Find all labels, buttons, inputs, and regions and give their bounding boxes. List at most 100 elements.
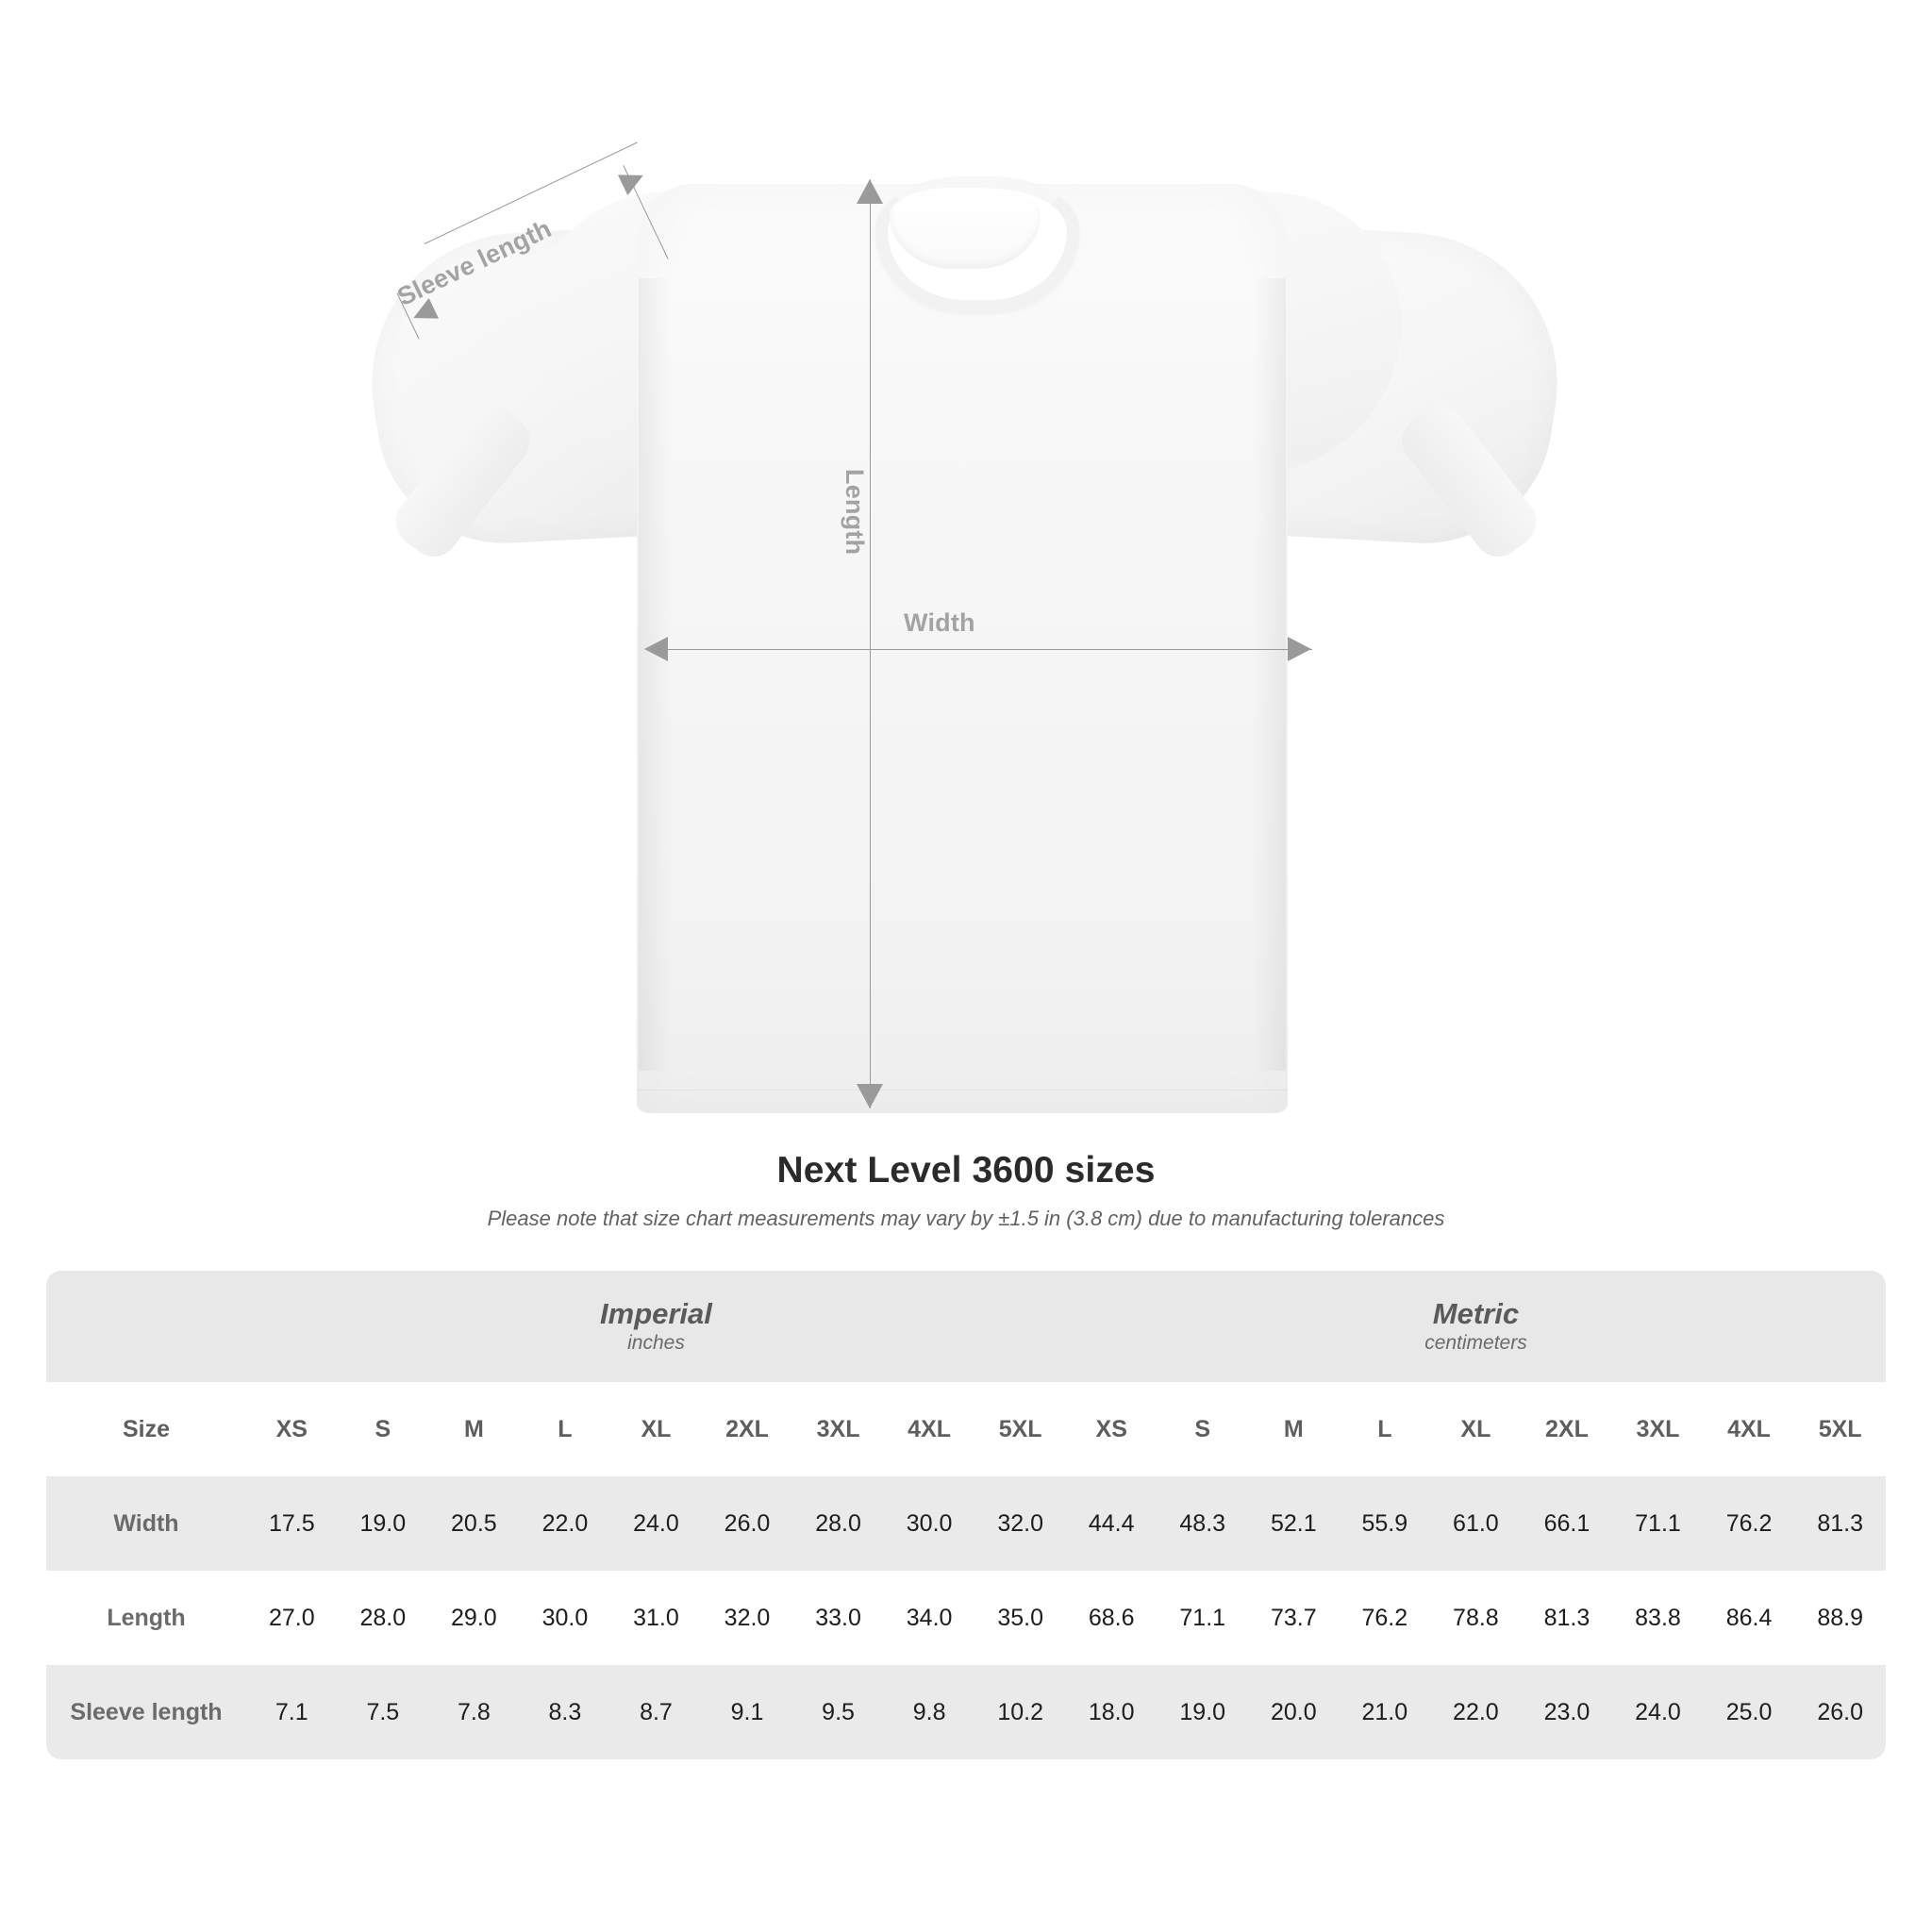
unit-group-imperial-subtitle: inches xyxy=(627,1332,685,1355)
size-header-metric-4xl: 4XL xyxy=(1703,1382,1795,1476)
cell-length-imperial-m: 29.0 xyxy=(428,1571,520,1665)
cell-width-imperial-2xl: 26.0 xyxy=(701,1476,793,1571)
length-annotation-label: Length xyxy=(841,469,869,556)
cell-sleeve-metric-5xl: 26.0 xyxy=(1794,1665,1886,1759)
cell-width-imperial-5xl: 32.0 xyxy=(974,1476,1066,1571)
table-row: Sleeve length 7.1 7.5 7.8 8.3 8.7 9.1 9.… xyxy=(46,1665,1886,1759)
body-shadow-right xyxy=(1254,278,1286,1071)
unit-group-imperial-title: Imperial xyxy=(600,1296,712,1330)
size-chart-table: Imperial inches Metric centimeters Size … xyxy=(46,1271,1886,1759)
cell-sleeve-imperial-5xl: 10.2 xyxy=(974,1665,1066,1759)
cell-length-metric-2xl: 81.3 xyxy=(1521,1571,1613,1665)
size-header-imperial-xl: XL xyxy=(610,1382,702,1476)
size-header-metric-2xl: 2XL xyxy=(1521,1382,1613,1476)
cell-width-imperial-xl: 24.0 xyxy=(610,1476,702,1571)
cell-width-imperial-m: 20.5 xyxy=(428,1476,520,1571)
cell-width-metric-xl: 61.0 xyxy=(1430,1476,1522,1571)
size-chart-thead: Imperial inches Metric centimeters Size … xyxy=(46,1271,1886,1476)
size-header-metric-5xl: 5XL xyxy=(1794,1382,1886,1476)
shirt-body xyxy=(637,184,1288,1113)
cell-length-metric-4xl: 86.4 xyxy=(1703,1571,1795,1665)
table-row: Length 27.0 28.0 29.0 30.0 31.0 32.0 33.… xyxy=(46,1571,1886,1665)
cell-length-imperial-l: 30.0 xyxy=(519,1571,611,1665)
cell-width-metric-5xl: 81.3 xyxy=(1794,1476,1886,1571)
body-shadow-left xyxy=(639,278,671,1071)
unit-group-header-row: Imperial inches Metric centimeters xyxy=(46,1271,1886,1382)
cell-length-metric-xs: 68.6 xyxy=(1065,1571,1158,1665)
cell-length-imperial-xl: 31.0 xyxy=(610,1571,702,1665)
cell-length-imperial-5xl: 35.0 xyxy=(974,1571,1066,1665)
size-chart-tbody: Width 17.5 19.0 20.5 22.0 24.0 26.0 28.0… xyxy=(46,1476,1886,1759)
cell-sleeve-imperial-xs: 7.1 xyxy=(246,1665,338,1759)
tolerance-note: Please note that size chart measurements… xyxy=(487,1207,1445,1230)
cell-sleeve-metric-xl: 22.0 xyxy=(1430,1665,1522,1759)
cell-width-imperial-xs: 17.5 xyxy=(246,1476,338,1571)
cell-length-metric-5xl: 88.9 xyxy=(1794,1571,1886,1665)
cell-length-imperial-s: 28.0 xyxy=(337,1571,429,1665)
cell-sleeve-metric-4xl: 25.0 xyxy=(1703,1665,1795,1759)
cell-width-metric-m: 52.1 xyxy=(1248,1476,1340,1571)
cell-length-imperial-2xl: 32.0 xyxy=(701,1571,793,1665)
cell-sleeve-metric-m: 20.0 xyxy=(1248,1665,1340,1759)
table-row: Width 17.5 19.0 20.5 22.0 24.0 26.0 28.0… xyxy=(46,1476,1886,1571)
length-arrow-line xyxy=(870,179,871,1108)
cell-sleeve-metric-l: 21.0 xyxy=(1339,1665,1431,1759)
size-header-imperial-s: S xyxy=(337,1382,429,1476)
cell-width-metric-4xl: 76.2 xyxy=(1703,1476,1795,1571)
cell-length-imperial-xs: 27.0 xyxy=(246,1571,338,1665)
size-header-imperial-l: L xyxy=(519,1382,611,1476)
cell-sleeve-imperial-3xl: 9.5 xyxy=(792,1665,884,1759)
cell-sleeve-imperial-xl: 8.7 xyxy=(610,1665,702,1759)
width-arrow-head-left-icon xyxy=(644,637,668,661)
unit-group-metric-title: Metric xyxy=(1432,1296,1520,1330)
tshirt-illustration xyxy=(347,165,1582,1118)
size-header-metric-m: M xyxy=(1248,1382,1340,1476)
size-header-row: Size XS S M L XL 2XL 3XL 4XL 5XL XS S M … xyxy=(46,1382,1886,1476)
cell-sleeve-metric-xs: 18.0 xyxy=(1065,1665,1158,1759)
cell-sleeve-imperial-2xl: 9.1 xyxy=(701,1665,793,1759)
cell-width-metric-xs: 44.4 xyxy=(1065,1476,1158,1571)
row-label-sleeve-length: Sleeve length xyxy=(46,1665,246,1759)
cell-length-imperial-4xl: 34.0 xyxy=(883,1571,975,1665)
cell-width-metric-s: 48.3 xyxy=(1157,1476,1249,1571)
size-header-imperial-2xl: 2XL xyxy=(701,1382,793,1476)
tshirt-measurement-diagram: Length Width Sleeve length xyxy=(347,142,1582,1118)
cell-width-imperial-4xl: 30.0 xyxy=(883,1476,975,1571)
size-header-metric-l: L xyxy=(1339,1382,1431,1476)
cell-width-imperial-s: 19.0 xyxy=(337,1476,429,1571)
size-header-imperial-xs: XS xyxy=(246,1382,338,1476)
cell-width-metric-2xl: 66.1 xyxy=(1521,1476,1613,1571)
length-arrow-head-top-icon xyxy=(857,179,883,204)
size-header-metric-s: S xyxy=(1157,1382,1249,1476)
size-header-label: Size xyxy=(46,1382,246,1476)
unit-group-metric: Metric centimeters xyxy=(1065,1271,1886,1382)
cell-sleeve-metric-3xl: 24.0 xyxy=(1612,1665,1704,1759)
row-label-length: Length xyxy=(46,1571,246,1665)
cell-length-imperial-3xl: 33.0 xyxy=(792,1571,884,1665)
cell-sleeve-imperial-m: 7.8 xyxy=(428,1665,520,1759)
size-header-imperial-4xl: 4XL xyxy=(883,1382,975,1476)
size-header-imperial-m: M xyxy=(428,1382,520,1476)
size-header-metric-xs: XS xyxy=(1065,1382,1158,1476)
size-header-metric-xl: XL xyxy=(1430,1382,1522,1476)
cell-length-metric-l: 76.2 xyxy=(1339,1571,1431,1665)
size-chart-table-wrap: Imperial inches Metric centimeters Size … xyxy=(46,1271,1886,1759)
unit-group-imperial: Imperial inches xyxy=(246,1271,1066,1382)
width-arrow-line xyxy=(647,649,1312,650)
cell-length-metric-xl: 78.8 xyxy=(1430,1571,1522,1665)
cell-length-metric-s: 71.1 xyxy=(1157,1571,1249,1665)
cell-sleeve-imperial-s: 7.5 xyxy=(337,1665,429,1759)
size-header-metric-3xl: 3XL xyxy=(1612,1382,1704,1476)
collar-inner xyxy=(890,188,1041,269)
width-annotation-label: Width xyxy=(904,608,975,637)
cell-width-metric-l: 55.9 xyxy=(1339,1476,1431,1571)
unit-header-spacer xyxy=(46,1271,246,1382)
size-header-imperial-3xl: 3XL xyxy=(792,1382,884,1476)
cell-width-imperial-l: 22.0 xyxy=(519,1476,611,1571)
chart-heading: Next Level 3600 sizes Please note that s… xyxy=(0,1150,1932,1231)
cell-sleeve-metric-s: 19.0 xyxy=(1157,1665,1249,1759)
length-arrow-head-bottom-icon xyxy=(857,1084,883,1108)
cell-length-metric-m: 73.7 xyxy=(1248,1571,1340,1665)
cell-length-metric-3xl: 83.8 xyxy=(1612,1571,1704,1665)
cell-sleeve-imperial-l: 8.3 xyxy=(519,1665,611,1759)
